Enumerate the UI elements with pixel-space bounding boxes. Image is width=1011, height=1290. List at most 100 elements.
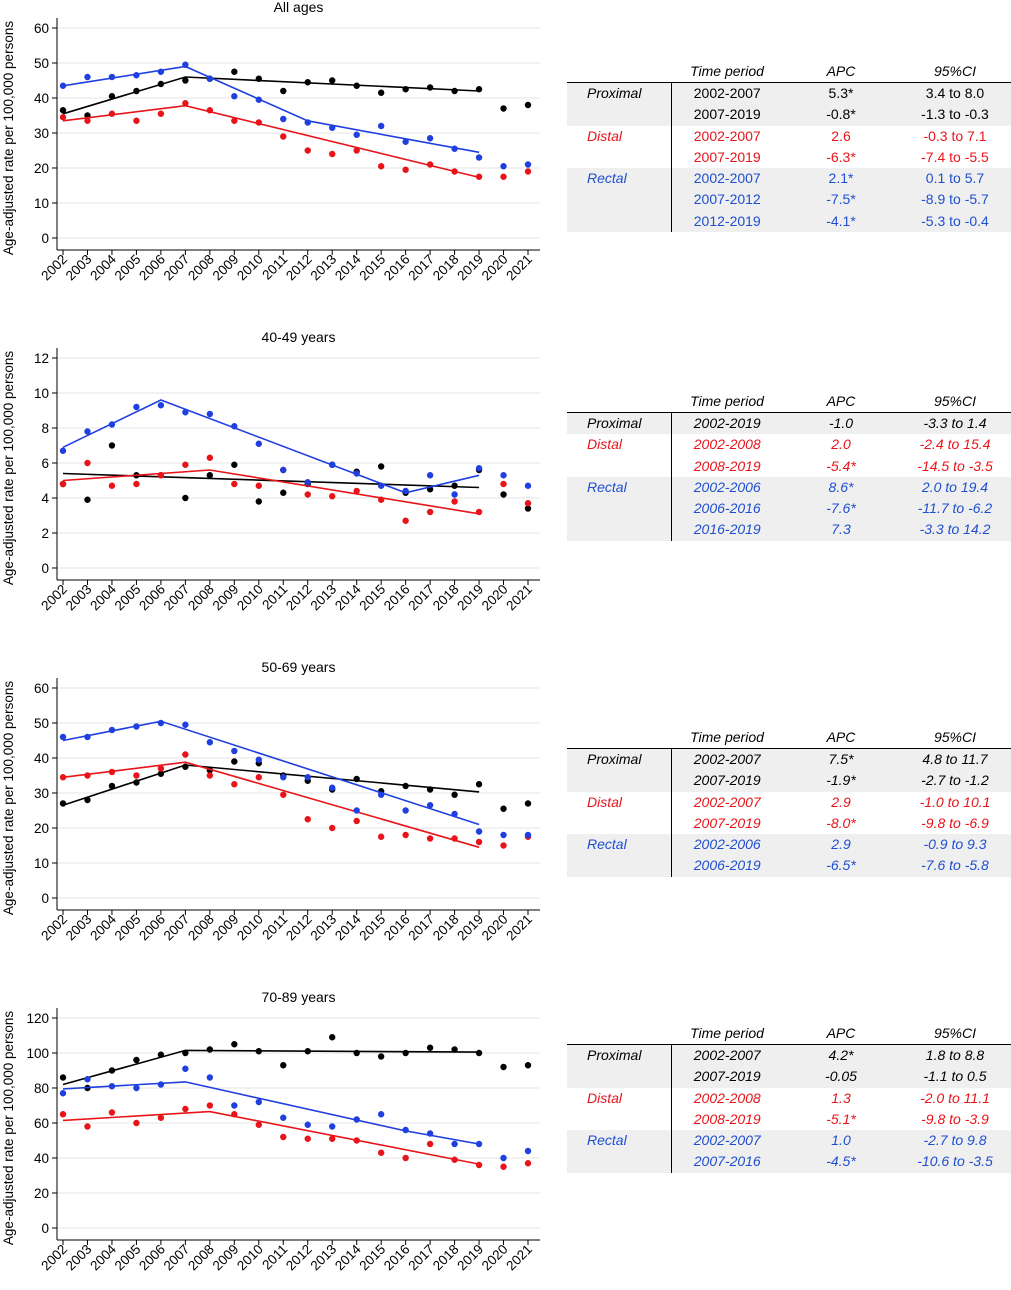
distal-point — [231, 1111, 238, 1118]
rectal-point — [402, 487, 409, 495]
apc-cell: -5.1* — [826, 1110, 856, 1127]
header-time-period: Time period — [690, 729, 764, 745]
rectal-point — [426, 802, 434, 809]
y-tick-label: 60 — [34, 21, 49, 36]
distal-point — [84, 772, 91, 779]
proximal-point — [451, 482, 458, 489]
ci-cell: -7.6 to -5.8 — [899, 855, 1011, 877]
x-tick-label: 2007 — [161, 252, 193, 284]
apc-cell: 2.9 — [783, 834, 899, 856]
rectal-point — [475, 1140, 483, 1148]
x-tick-label: 2014 — [332, 251, 364, 283]
apc-cell: 4.2* — [783, 1044, 899, 1067]
apc-cell: -0.8* — [783, 104, 899, 126]
distal-point — [353, 487, 360, 495]
distal-point — [108, 482, 116, 489]
distal-point — [206, 772, 214, 779]
apc-table: Time period APC 95%CI Proximal 2002-2007 4.2*… — [567, 1022, 1011, 1173]
rectal-point — [280, 115, 287, 123]
rectal-point — [329, 784, 336, 791]
x-tick-label: 2018 — [430, 582, 462, 614]
site-label: Rectal — [567, 476, 672, 499]
rectal-point — [426, 472, 434, 479]
apc-cell: -6.5* — [783, 855, 899, 877]
x-tick-label: 2005 — [112, 252, 144, 284]
apc-table: Time period APC 95%CI Proximal 2002-2019 -1.0… — [567, 390, 1011, 541]
proximal-point — [182, 1049, 189, 1057]
period-cell: 2007-2016 — [671, 1151, 783, 1173]
site-label — [567, 146, 672, 169]
table-row: 2016-2019 7.3 -3.3 to 14.2 — [567, 519, 1011, 541]
rectal-point — [377, 482, 385, 489]
site-label: Rectal — [567, 834, 672, 856]
y-tick-label: 40 — [34, 1151, 49, 1166]
rectal-point — [157, 719, 165, 727]
period-cell: 2006-2019 — [671, 855, 783, 877]
site-label: Distal — [567, 125, 672, 147]
ci-cell: -10.6 to -3.5 — [899, 1151, 1011, 1173]
y-axis-label: Age-adjusted rate per 100,000 persons — [1, 1011, 16, 1245]
table-row: 2007-2019 -8.0* -9.8 to -6.9 — [567, 812, 1011, 835]
site-label: Distal — [567, 1087, 672, 1109]
apc-cell: 7.5* — [783, 748, 899, 771]
x-tick-label: 2014 — [332, 911, 364, 943]
proximal-point — [59, 800, 67, 807]
apc-cell: 2.6 — [831, 127, 851, 144]
ci-cell: -2.4 to 15.4 — [919, 436, 991, 453]
x-tick-label: 2003 — [63, 252, 95, 284]
proximal-point — [329, 1034, 336, 1041]
site-label — [567, 770, 672, 792]
proximal-point — [451, 1046, 458, 1053]
rectal-point — [84, 1076, 91, 1083]
proximal-point — [402, 782, 409, 790]
header-site — [567, 390, 671, 413]
x-tick-label: 2021 — [503, 1242, 535, 1274]
proximal-point — [353, 1049, 360, 1057]
rectal-point — [500, 472, 507, 479]
distal-point — [280, 1133, 287, 1141]
rectal-point — [157, 68, 165, 75]
x-tick-label: 2005 — [112, 582, 144, 614]
proximal-point — [377, 89, 385, 96]
distal-point — [451, 1156, 458, 1163]
table-row: Distal 2002-2007 2.9 -1.0 to 10.1 — [567, 791, 1011, 813]
proximal-trend-line — [62, 764, 480, 807]
distal-point — [157, 472, 165, 479]
distal-point — [206, 454, 214, 461]
x-tick-label: 2020 — [479, 582, 511, 614]
distal-point — [133, 480, 140, 488]
header-apc: APC — [826, 63, 856, 79]
site-label — [567, 210, 672, 233]
x-tick-label: 2002 — [38, 252, 70, 284]
x-tick-label: 2010 — [234, 912, 266, 944]
proximal-point — [524, 505, 532, 512]
distal-trend-line — [62, 761, 480, 849]
rectal-point — [59, 733, 67, 741]
proximal-point — [475, 86, 483, 93]
table-row: 2007-2019 -0.8* -1.3 to -0.3 — [567, 104, 1011, 126]
apc-cell: -1.9* — [783, 770, 899, 792]
header-site — [567, 60, 671, 83]
rectal-point — [231, 423, 238, 430]
table-row: Rectal 2002-2006 8.6* 2.0 to 19.4 — [567, 476, 1011, 499]
ci-cell: -0.9 to 9.3 — [899, 834, 1011, 856]
proximal-point — [231, 68, 238, 75]
x-tick-label: 2008 — [185, 252, 217, 284]
rectal-point — [255, 440, 262, 447]
table-row: Rectal 2002-2007 1.0 -2.7 to 9.8 — [567, 1130, 1011, 1152]
rectal-point — [377, 791, 385, 798]
x-tick-label: 2005 — [112, 912, 144, 944]
chart-title: 50-69 years — [262, 660, 336, 675]
rectal-point — [500, 1154, 507, 1162]
x-tick-label: 2010 — [234, 252, 266, 284]
ci-cell: 3.4 to 8.0 — [899, 82, 1011, 105]
proximal-point — [524, 800, 532, 807]
distal-point — [377, 1149, 385, 1156]
proximal-point — [84, 796, 91, 804]
period-cell: 2007-2019 — [671, 1066, 783, 1088]
distal-point — [59, 774, 67, 781]
proximal-point — [206, 1046, 214, 1053]
rectal-point — [353, 470, 360, 477]
table-row: 2008-2019 -5.4* -14.5 to -3.5 — [567, 455, 1011, 477]
apc-cell: -1.0 — [783, 412, 899, 435]
